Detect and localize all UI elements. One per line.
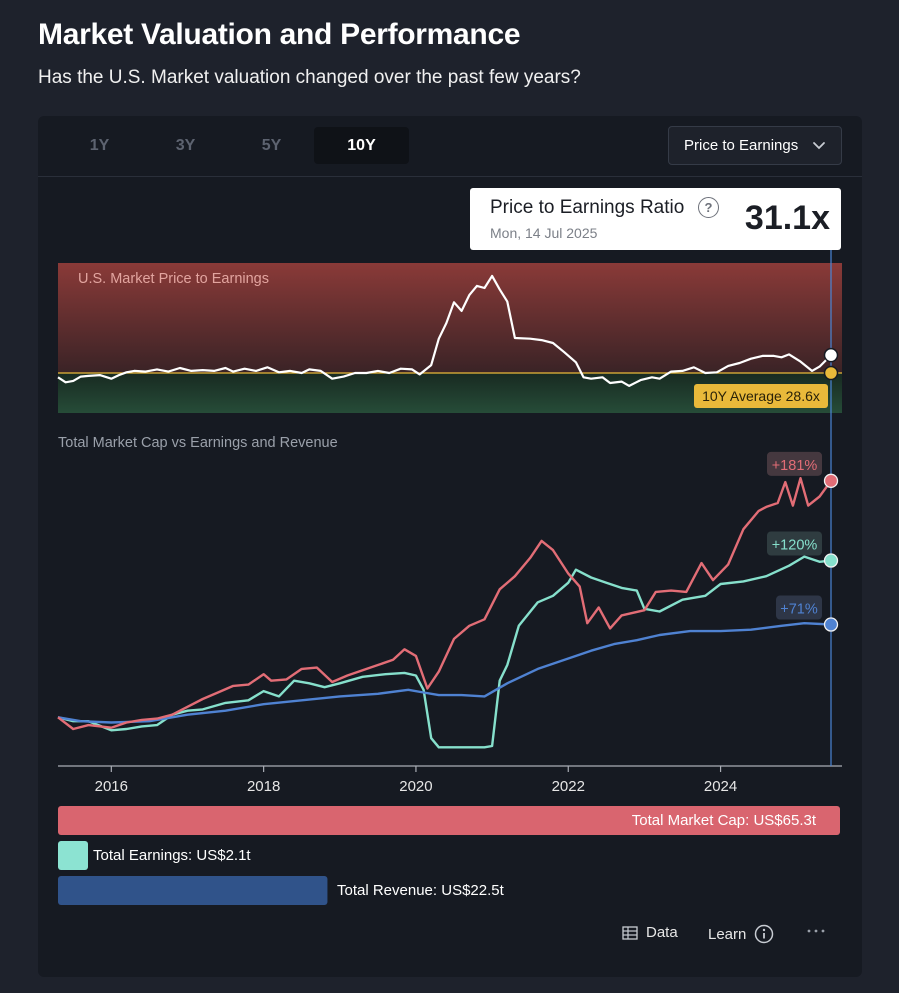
- metric-select[interactable]: Price to Earnings: [668, 126, 842, 165]
- pe-chart-title: U.S. Market Price to Earnings: [78, 271, 269, 287]
- revenue-series-line: [57, 622, 832, 724]
- data-button[interactable]: Data: [622, 924, 678, 941]
- tooltip-date: Mon, 14 Jul 2025: [490, 225, 598, 241]
- pe-average-label: 10Y Average 28.6x: [702, 388, 820, 404]
- tab-5y[interactable]: 5Y: [261, 136, 282, 154]
- earnings-series-line: [57, 555, 832, 749]
- tab-10y[interactable]: 10Y: [314, 127, 409, 164]
- x-tick-label-2018: 2018: [247, 778, 280, 795]
- earnings-end-label: +120%: [772, 538, 818, 554]
- chart-card: 1Y 3Y 5Y 10Y Price to Earnings U.S. Mark…: [38, 116, 862, 977]
- bar-label-market-cap: Total Market Cap: US$65.3t: [631, 812, 816, 829]
- tooltip-title: Price to Earnings Ratio: [490, 197, 685, 218]
- market-cap-end-label: +181%: [772, 458, 818, 474]
- bar-revenue: [58, 876, 328, 905]
- market-cap-end-marker: [823, 473, 839, 488]
- question-circle-icon[interactable]: ?: [698, 197, 719, 218]
- revenue-end-badge: [776, 595, 822, 620]
- learn-label: Learn: [708, 925, 747, 943]
- pe-average-badge: [694, 384, 828, 408]
- bar-market-cap: [58, 806, 840, 835]
- more-button[interactable]: [806, 926, 826, 936]
- tab-3y[interactable]: 3Y: [175, 136, 196, 154]
- learn-button[interactable]: Learn: [708, 924, 774, 944]
- x-tick-label-2022: 2022: [552, 778, 585, 795]
- bar-label-earnings: Total Earnings: US$2.1t: [93, 847, 251, 864]
- x-tick-label-2016: 2016: [95, 778, 128, 795]
- pe-average-marker: [823, 365, 839, 381]
- revenue-end-marker: [823, 617, 839, 632]
- market-cap-series-line: [57, 477, 832, 731]
- info-icon: [755, 924, 774, 944]
- earnings-end-marker: [823, 553, 839, 568]
- pe-above-average-band: [58, 263, 842, 373]
- page-subtitle: Has the U.S. Market valuation changed ov…: [38, 67, 581, 88]
- x-tick-label-2024: 2024: [704, 778, 737, 795]
- pe-series-line: [57, 274, 832, 387]
- table-icon: [622, 925, 638, 940]
- tooltip-value: 31.1x: [744, 199, 830, 237]
- range-toolbar: 1Y 3Y 5Y 10Y Price to Earnings: [38, 116, 862, 177]
- more-horizontal-icon: [807, 929, 825, 933]
- bar-earnings: [58, 841, 88, 870]
- chart-canvas: U.S. Market Price to Earnings 10Y Average…: [57, 250, 842, 905]
- metric-select-label: Price to Earnings: [684, 137, 799, 154]
- pe-current-marker: [823, 347, 839, 363]
- earnings-end-badge: [767, 531, 822, 556]
- value-tooltip: Price to Earnings Ratio ? Mon, 14 Jul 20…: [470, 188, 841, 250]
- growth-chart-title: Total Market Cap vs Earnings and Revenue: [58, 435, 338, 451]
- x-tick-label-2020: 2020: [399, 778, 432, 795]
- chevron-down-icon: [813, 142, 825, 150]
- revenue-end-label: +71%: [780, 602, 818, 618]
- page-title: Market Valuation and Performance: [38, 18, 521, 51]
- market-cap-end-badge: [767, 451, 822, 476]
- data-label: Data: [646, 924, 678, 941]
- bar-label-revenue: Total Revenue: US$22.5t: [337, 882, 504, 899]
- tab-1y[interactable]: 1Y: [89, 136, 110, 154]
